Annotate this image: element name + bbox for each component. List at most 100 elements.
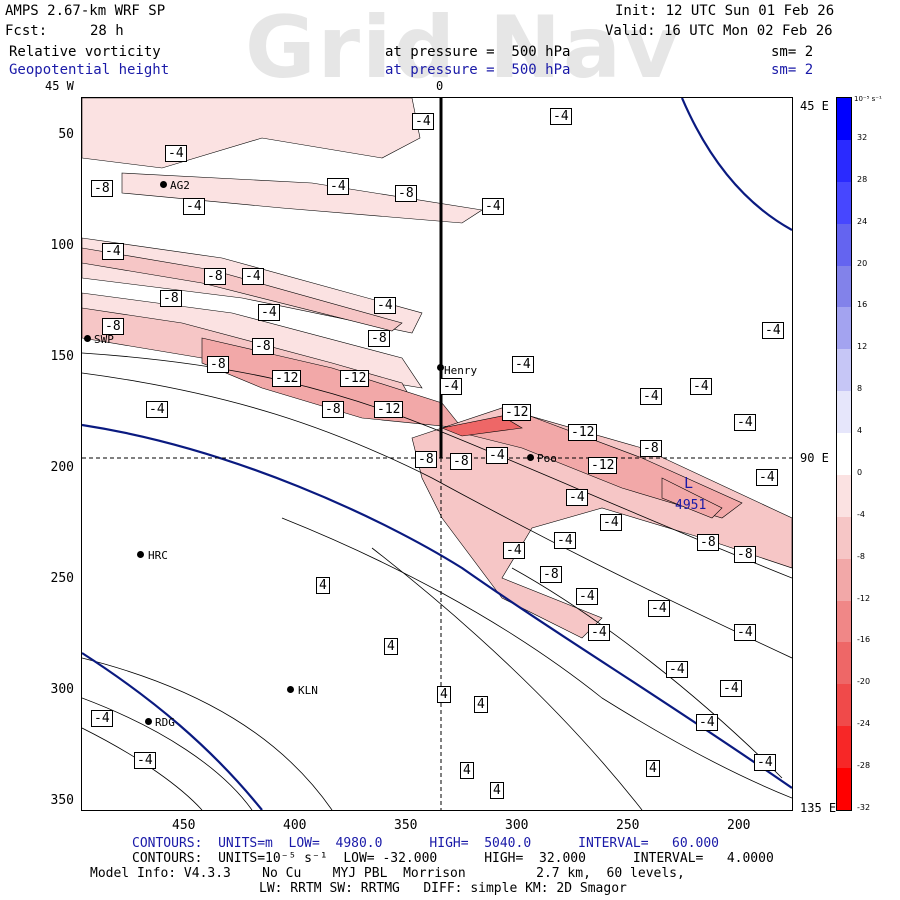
contour-label: 4 bbox=[474, 696, 488, 713]
contour-label: -8 bbox=[697, 534, 719, 551]
model-title: AMPS 2.67-km WRF SP bbox=[5, 3, 166, 19]
colorbar-swatch bbox=[837, 307, 851, 350]
station-marker[interactable] bbox=[84, 335, 91, 342]
colorbar-level-label: 20 bbox=[857, 258, 868, 268]
station-marker[interactable] bbox=[160, 181, 167, 188]
colorbar-level-label: -20 bbox=[857, 677, 871, 687]
colorbar-level-label: -32 bbox=[857, 803, 871, 812]
low-pressure-symbol: L bbox=[684, 474, 694, 492]
colorbar-swatch bbox=[837, 516, 851, 560]
field1-name: Relative vorticity bbox=[9, 44, 161, 60]
contour-label: -8 bbox=[160, 290, 182, 307]
contour-label: -4 bbox=[762, 322, 784, 339]
colorbar-swatch bbox=[837, 181, 851, 225]
contour-label: -4 bbox=[146, 401, 168, 418]
field1-level: at pressure = 500 hPa bbox=[385, 44, 571, 60]
contour-label: -4 bbox=[165, 145, 187, 162]
contour-label: -4 bbox=[486, 447, 508, 464]
contour-label: -4 bbox=[183, 198, 205, 215]
contour-label: -4 bbox=[576, 588, 598, 605]
top-lon-label: 0 bbox=[436, 79, 444, 93]
colorbar-swatch bbox=[837, 98, 851, 141]
colorbar-level-label: 12 bbox=[857, 342, 868, 352]
shade-band bbox=[440, 415, 523, 437]
colorbar-swatch bbox=[837, 139, 851, 183]
field2-smoothing: sm= 2 bbox=[771, 62, 814, 78]
contour-label: -4 bbox=[690, 378, 712, 395]
right-lon-label: 90 E bbox=[800, 451, 829, 465]
contour-label: -12 bbox=[374, 401, 404, 418]
contour-label: -4 bbox=[512, 356, 534, 373]
contour-label: -8 bbox=[450, 453, 472, 470]
station-marker[interactable] bbox=[145, 718, 152, 725]
colorbar-swatch bbox=[837, 349, 851, 392]
contour-label: -12 bbox=[272, 370, 302, 387]
contour-label: -4 bbox=[648, 600, 670, 617]
low-pressure-value: 4951 bbox=[675, 498, 707, 513]
contour-label: -8 bbox=[395, 185, 417, 202]
y-tick: 350 bbox=[50, 793, 74, 808]
colorbar-swatch bbox=[837, 642, 851, 685]
station-label-kln: KLN bbox=[298, 684, 318, 697]
station-marker[interactable] bbox=[137, 551, 144, 558]
x-tick: 450 bbox=[172, 818, 196, 833]
contour-label: -12 bbox=[340, 370, 370, 387]
colorbar-level-label: -24 bbox=[857, 719, 871, 729]
colorbar-swatch bbox=[837, 558, 851, 602]
contour-label: -4 bbox=[440, 378, 462, 395]
colorbar-swatch bbox=[837, 726, 851, 769]
contour-label: 4 bbox=[490, 782, 504, 799]
contour-label: 4 bbox=[646, 760, 660, 777]
contour-label: -4 bbox=[734, 414, 756, 431]
colorbar-level-label: 24 bbox=[857, 216, 868, 226]
contour-label: -4 bbox=[134, 752, 156, 769]
footer-model-info: Model Info: V4.3.3 No Cu MYJ PBL Morriso… bbox=[90, 866, 685, 881]
map-plot-area[interactable]: -4 -4 -4 -4 -8 -8 -4 -4 -4 -8 -4 -8 -4 -… bbox=[81, 97, 793, 811]
field1-smoothing: sm= 2 bbox=[771, 44, 814, 60]
contour-map bbox=[82, 98, 792, 810]
contour-label: -8 bbox=[640, 440, 662, 457]
contour-label: -4 bbox=[91, 710, 113, 727]
contour-label: -4 bbox=[696, 714, 718, 731]
station-label-hrc: HRC bbox=[148, 549, 168, 562]
colorbar-swatch bbox=[837, 265, 851, 308]
contour-label: -12 bbox=[502, 404, 532, 421]
contour-label: -4 bbox=[754, 754, 776, 771]
contour-label: -4 bbox=[550, 108, 572, 125]
right-lon-label: 135 E bbox=[800, 801, 837, 815]
colorbar-level-label: -8 bbox=[857, 551, 865, 561]
station-label-henry: Henry bbox=[444, 364, 478, 377]
colorbar-level-label: -12 bbox=[857, 593, 871, 603]
colorbar-level-label: 28 bbox=[857, 174, 868, 184]
contour-label: -4 bbox=[756, 469, 778, 486]
contour-label: -12 bbox=[568, 424, 598, 441]
colorbar-level-label: 4 bbox=[857, 426, 863, 436]
field2-level: at pressure = 500 hPa bbox=[385, 62, 571, 78]
shade-band bbox=[661, 477, 723, 519]
contour-label: -4 bbox=[588, 624, 610, 641]
footer-physics: LW: RRTM SW: RRTMG DIFF: simple KM: 2D S… bbox=[259, 881, 627, 896]
colorbar-swatch bbox=[837, 433, 851, 476]
station-marker[interactable] bbox=[437, 364, 444, 371]
contour-label: -4 bbox=[503, 542, 525, 559]
watermark: Grid Nav bbox=[245, 0, 682, 98]
contour-label: -8 bbox=[207, 356, 229, 373]
contour-label: -4 bbox=[554, 532, 576, 549]
station-marker[interactable] bbox=[287, 686, 294, 693]
x-tick: 300 bbox=[505, 818, 529, 833]
contour-label: -8 bbox=[91, 180, 113, 197]
colorbar-swatch bbox=[837, 600, 851, 643]
contour-label: 4 bbox=[460, 762, 474, 779]
forecast-label: Fcst: bbox=[5, 23, 48, 39]
y-tick: 300 bbox=[50, 682, 74, 697]
y-tick: 50 bbox=[58, 127, 74, 142]
shade-band bbox=[411, 407, 792, 639]
contour-label: -4 bbox=[734, 624, 756, 641]
colorbar-swatch bbox=[837, 391, 851, 434]
colorbar-level-label: 32 bbox=[857, 132, 868, 142]
x-tick: 200 bbox=[727, 818, 751, 833]
station-marker[interactable] bbox=[527, 454, 534, 461]
contour-label: -4 bbox=[412, 113, 434, 130]
y-tick: 100 bbox=[50, 238, 74, 253]
contour-label: -8 bbox=[415, 451, 437, 468]
